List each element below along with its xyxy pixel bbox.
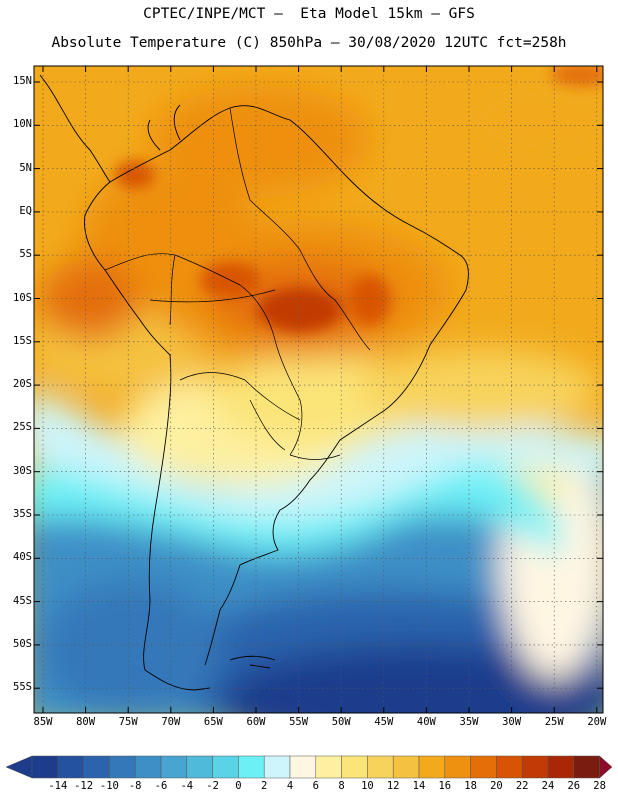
colorbar-label: 18: [464, 780, 477, 792]
colorbar-label: 22: [515, 780, 529, 792]
lat-label: 35S: [13, 508, 32, 520]
lon-label: 50W: [331, 716, 351, 728]
lat-label: 15N: [13, 75, 32, 87]
lat-label: 10S: [13, 291, 32, 304]
colorbar-label: -10: [99, 780, 119, 792]
colorbar-label: 10: [361, 780, 374, 792]
lon-label: 80W: [76, 716, 96, 728]
lon-label: 55W: [289, 716, 309, 728]
colorbar-swatch: [160, 755, 188, 779]
colorbar-label: 20: [490, 780, 503, 792]
colorbar-label: 2: [261, 780, 268, 792]
colorbar-swatch: [392, 755, 420, 779]
colorbar-label: 16: [438, 780, 452, 792]
colorbar-swatch: [496, 755, 523, 779]
colorbar-swatch: [367, 755, 394, 779]
colorbar-label: 12: [386, 780, 400, 792]
colorbar-label: 0: [235, 780, 242, 792]
lon-label: 35W: [459, 716, 479, 728]
colorbar-swatch: [57, 755, 84, 779]
lon-label: 40W: [416, 716, 436, 728]
graticule: [34, 66, 603, 713]
axis-ticks: [34, 66, 603, 713]
lat-label: 15S: [13, 334, 32, 347]
colorbar-label: 6: [312, 780, 319, 792]
colorbar-label: -6: [154, 780, 168, 792]
lat-label: 5N: [19, 161, 32, 174]
colorbar-label: -8: [128, 780, 142, 792]
colorbar-swatch: [573, 755, 600, 779]
colorbar-swatch: [547, 755, 575, 779]
colorbar-swatch: [83, 755, 110, 779]
temperature-field: [34, 66, 603, 713]
colorbar-swatch: [263, 755, 291, 779]
coastline: [39, 74, 469, 691]
colorbar-label: 24: [541, 780, 555, 792]
colorbar-swatch: [470, 755, 497, 779]
colorbar-label: 28: [593, 780, 606, 792]
colorbar-label: -12: [74, 780, 94, 792]
colorbar-label: 14: [412, 780, 426, 792]
colorbar-swatch: [289, 755, 317, 779]
colorbar-swatch: [31, 755, 59, 779]
colorbar-swatch: [521, 755, 549, 779]
colorbar-swatch: [186, 755, 213, 779]
colorbar-swatch: [315, 755, 342, 779]
lon-label: 30W: [502, 716, 522, 728]
lat-label: 30S: [13, 464, 32, 477]
colorbar-swatch: [134, 755, 162, 779]
lon-label: 60W: [246, 716, 266, 728]
colorbar-label: -4: [180, 780, 194, 792]
map-frame: [33, 65, 604, 714]
lat-label: 20S: [13, 378, 32, 391]
lat-label: 55S: [13, 681, 32, 694]
colorbar-label: 26: [567, 780, 581, 792]
colorbar-swatch: [444, 755, 471, 779]
lat-label: EQ: [19, 204, 32, 217]
colorbar-swatch: [109, 755, 136, 779]
colorbar-label: -14: [48, 780, 68, 792]
colorbar-label: -2: [206, 780, 219, 792]
lon-label: 75W: [118, 716, 138, 728]
colorbar-label: 4: [286, 780, 294, 792]
lat-label: 40S: [13, 551, 32, 564]
country-borders: [104, 107, 371, 460]
lon-label: 20W: [587, 716, 607, 728]
lat-label: 50S: [13, 637, 32, 650]
lat-label: 5S: [19, 248, 32, 261]
lon-label: 65W: [203, 716, 223, 728]
title-line-1: CPTEC/INPE/MCT – Eta Model 15km – GFS: [143, 6, 475, 22]
colorbar-right-arrow: [599, 755, 613, 779]
lon-label: 70W: [161, 716, 181, 728]
colorbar-swatch: [212, 755, 239, 779]
colorbar-left-arrow: [5, 755, 33, 779]
colorbar: [5, 755, 613, 779]
lon-label: 25W: [544, 716, 564, 728]
lat-label: 10N: [13, 118, 32, 131]
title-line-2: Absolute Temperature (C) 850hPa – 30/08/…: [51, 35, 567, 51]
colorbar-swatch: [238, 755, 265, 779]
lon-label: 85W: [33, 716, 53, 728]
lat-label: 45S: [13, 594, 32, 607]
colorbar-swatch: [418, 755, 446, 779]
colorbar-swatch: [341, 755, 368, 779]
lat-label: 25S: [13, 421, 32, 434]
colorbar-label: 8: [338, 780, 345, 792]
lon-label: 45W: [374, 716, 394, 728]
